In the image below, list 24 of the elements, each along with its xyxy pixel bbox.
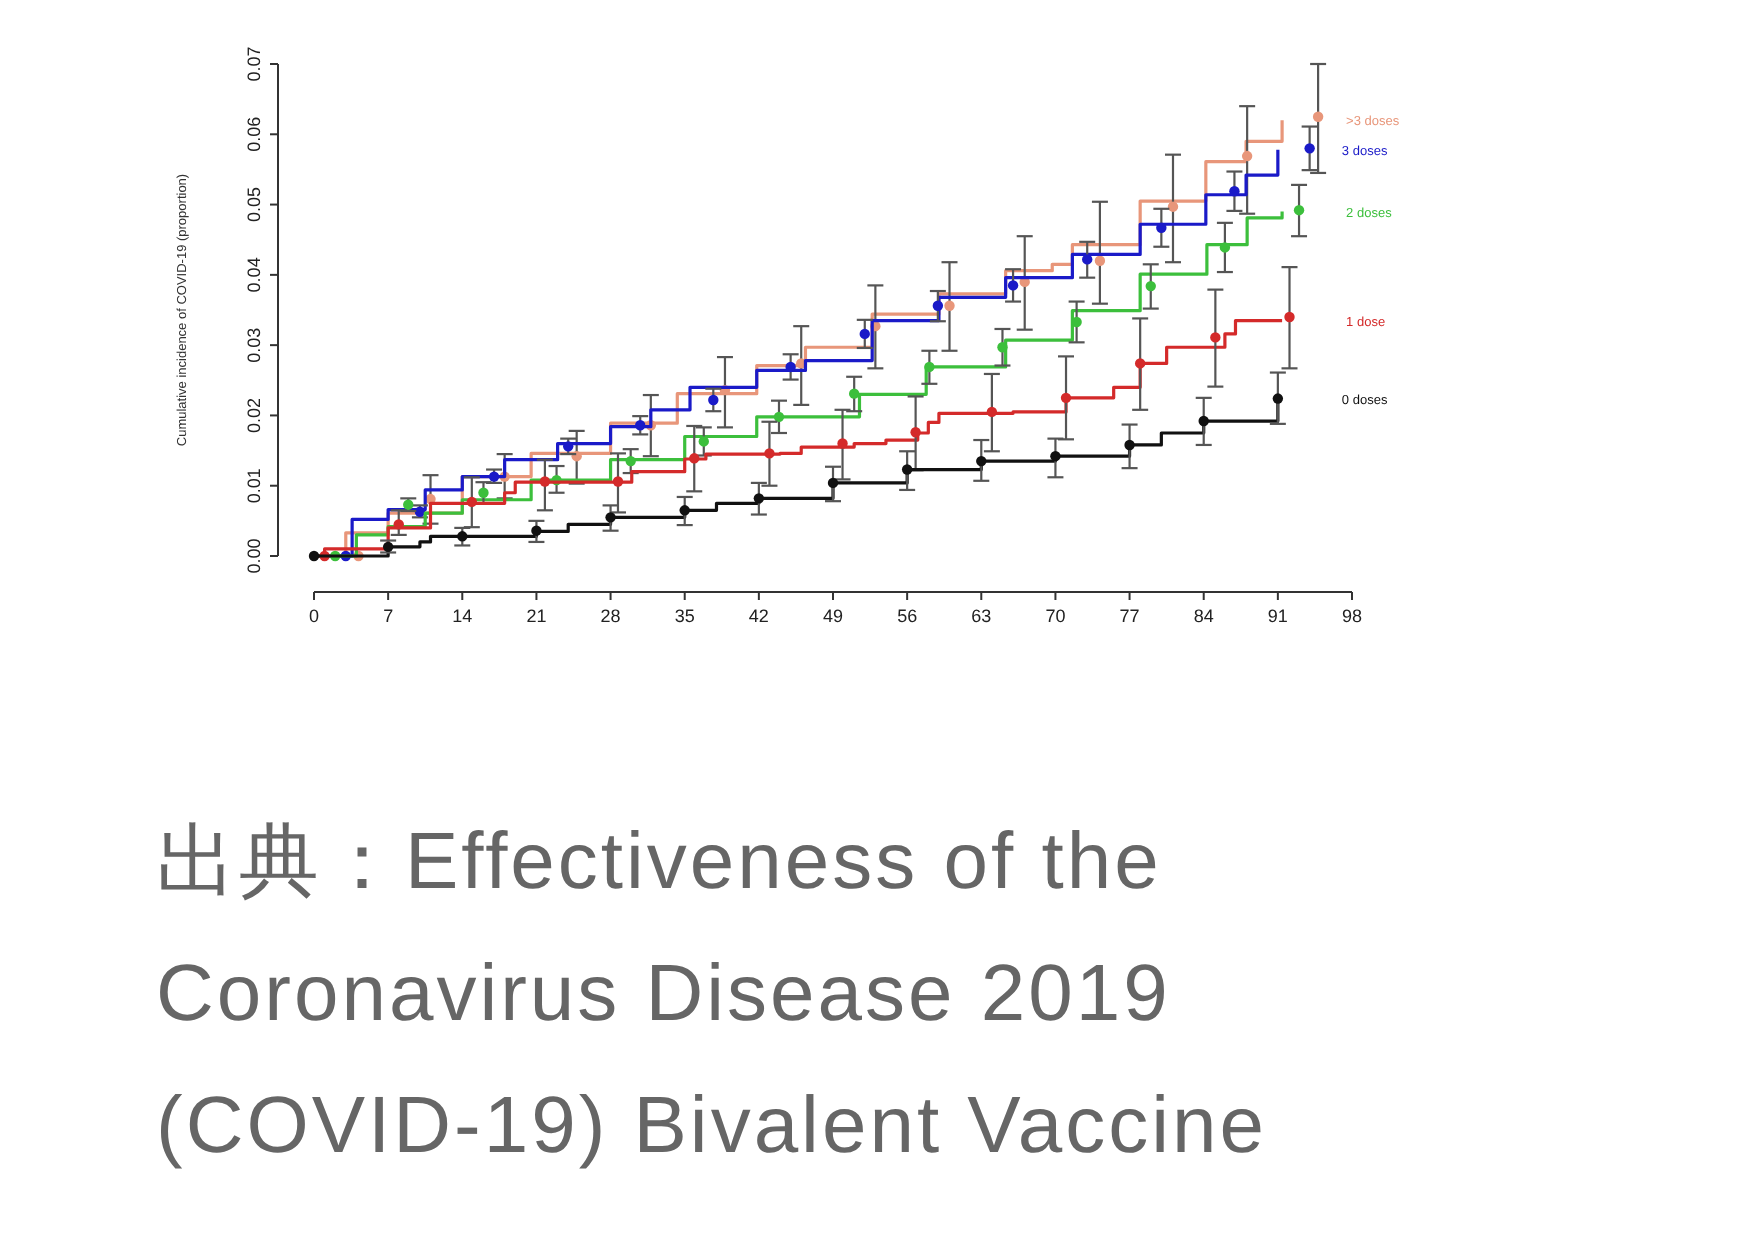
x-tick-label: 21 [526,606,547,626]
x-tick-label: 77 [1119,606,1140,626]
x-tick-label: 98 [1341,606,1363,626]
x-tick-label: 7 [383,606,394,626]
x-tick-label: 42 [748,606,769,626]
source-note: 出典：Effectiveness of the Coronavirus Disease 2019 (COVID-19) Bivalent Vaccine [156,816,1269,1174]
y-tick-label: 0.00 [244,538,264,574]
y-tick-label: 0.06 [244,116,264,152]
y-tick-label: 0.04 [244,257,264,293]
y-tick-label: 0.03 [244,327,264,363]
x-tick-label: 56 [897,606,918,626]
x-tick-label: 70 [1045,606,1066,626]
y-tick-label: 0.05 [244,187,264,223]
x-tick-label: 63 [971,606,992,626]
x-tick-label: 49 [822,606,844,626]
x-tick-label: 35 [674,606,695,626]
x-tick-label: 28 [600,606,621,626]
x-tick-label: 84 [1193,606,1214,626]
y-tick-label: 0.07 [244,46,264,82]
x-tick-label: 91 [1267,606,1288,626]
x-tick-label: 14 [452,606,473,626]
x-tick-label: 0 [308,606,320,626]
y-tick-label: 0.02 [244,397,264,433]
y-tick-label: 0.01 [244,468,264,504]
